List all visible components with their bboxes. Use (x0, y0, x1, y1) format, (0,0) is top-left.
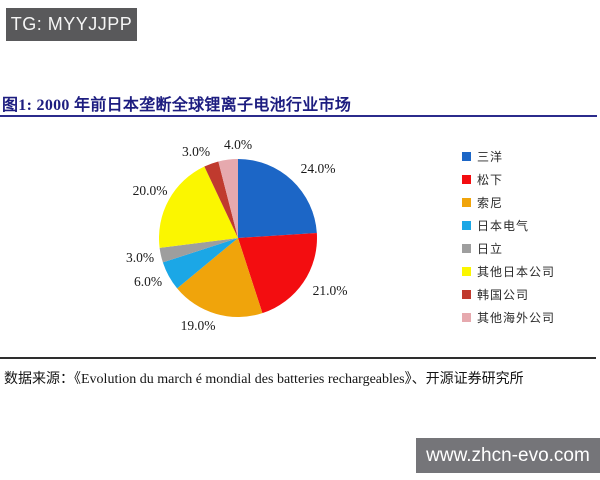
pie-percent-label-3: 6.0% (133, 274, 163, 289)
figure-title: 图1: 2000 年前日本垄断全球锂离子电池行业市场 (2, 97, 352, 114)
legend-item-6: 韩国公司 (462, 287, 555, 302)
pie-slice-5 (159, 166, 238, 248)
legend-swatch-icon (462, 312, 471, 322)
legend-label: 松下 (477, 172, 504, 187)
pie-percent-label-7: 4.0% (223, 137, 253, 152)
pie-chart (159, 159, 317, 317)
legend-label: 日本电气 (477, 218, 530, 233)
pie-percent-label-4: 3.0% (125, 250, 155, 265)
pie-slice-0 (238, 159, 317, 238)
legend-swatch-icon (462, 151, 471, 161)
source-separator-line (0, 357, 596, 359)
legend-swatch-icon (462, 266, 471, 276)
pie-slice-1 (238, 233, 317, 314)
title-underline (0, 115, 597, 117)
pie-slice-4 (159, 238, 238, 263)
legend-item-2: 索尼 (462, 195, 555, 210)
legend-swatch-icon (462, 289, 471, 299)
legend-item-5: 其他日本公司 (462, 264, 556, 279)
legend-swatch-icon (462, 174, 471, 184)
data-source-note: 数据来源：《Evolution du march é mondial des b… (4, 372, 524, 387)
pie-slice-6 (204, 161, 238, 238)
legend-label: 三洋 (477, 149, 504, 164)
pie-slice-2 (177, 238, 263, 317)
legend-item-1: 松下 (462, 172, 555, 187)
legend-label: 日立 (477, 241, 504, 256)
legend-label: 索尼 (477, 195, 504, 210)
pie-percent-label-1: 21.0% (312, 283, 348, 298)
legend-label: 韩国公司 (477, 287, 530, 302)
legend-label: 其他日本公司 (477, 264, 556, 279)
pie-slice-7 (218, 159, 238, 238)
telegram-watermark-badge: TG: MYYJJPP (6, 8, 137, 41)
legend-item-3: 日本电气 (462, 218, 555, 233)
legend-swatch-icon (462, 197, 471, 207)
pie-percent-label-6: 3.0% (181, 144, 211, 159)
website-watermark-badge: www.zhcn-evo.com (416, 438, 600, 473)
legend-item-4: 日立 (462, 241, 555, 256)
pie-slice-3 (162, 238, 238, 289)
legend-item-0: 三洋 (462, 149, 555, 164)
pie-percent-label-2: 19.0% (180, 318, 216, 333)
legend-swatch-icon (462, 243, 471, 253)
legend-swatch-icon (462, 220, 471, 230)
chart-legend: 三洋松下索尼日本电气日立其他日本公司 韩国公司其他海外公司 (462, 149, 556, 325)
legend-item-7: 其他海外公司 (462, 310, 556, 325)
legend-label: 其他海外公司 (477, 310, 556, 325)
